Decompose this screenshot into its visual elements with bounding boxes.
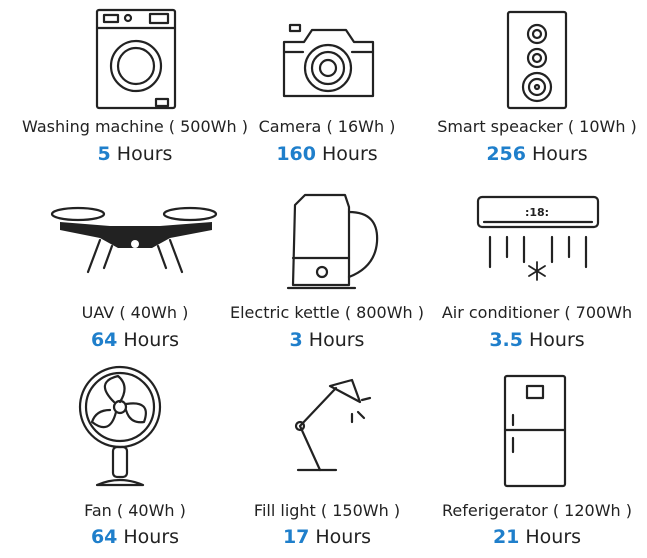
ac-display: :18: <box>525 206 549 219</box>
item-hours: 64 Hours <box>91 329 179 351</box>
hours-unit: Hours <box>532 143 588 165</box>
hours-value: 5 <box>98 143 111 165</box>
hours-value: 256 <box>486 143 526 165</box>
item-label: Fan ( 40Wh ) <box>84 501 186 520</box>
item-hours: 5 Hours <box>98 143 173 165</box>
hours-value: 160 <box>276 143 316 165</box>
uav-icon <box>52 208 216 272</box>
item-label: Smart speacker ( 10Wh ) <box>437 117 637 136</box>
hours-value: 3 <box>290 329 303 351</box>
item-hours: 64 Hours <box>91 526 179 548</box>
kettle-icon <box>288 195 377 288</box>
hours-value: 64 <box>91 329 117 351</box>
fridge-icon <box>505 376 565 486</box>
hours-value: 3.5 <box>489 329 523 351</box>
camera-icon <box>284 25 373 96</box>
item-label: UAV ( 40Wh ) <box>82 303 189 322</box>
lamp-icon <box>296 380 370 470</box>
item-label: Camera ( 16Wh ) <box>259 117 396 136</box>
hours-unit: Hours <box>123 329 179 351</box>
infographic: :18: Washing machine ( 500Wh ) 5 Hours Came… <box>0 0 647 558</box>
hours-unit: Hours <box>309 329 365 351</box>
item-hours: 160 Hours <box>276 143 377 165</box>
fan-icon <box>80 367 160 485</box>
item-label: Air conditioner ( 700Wh <box>442 303 632 322</box>
item-hours: 21 Hours <box>493 526 581 548</box>
item-hours: 3.5 Hours <box>489 329 584 351</box>
item-hours: 3 Hours <box>290 329 365 351</box>
item-hours: 17 Hours <box>283 526 371 548</box>
hours-value: 17 <box>283 526 309 548</box>
hours-unit: Hours <box>322 143 378 165</box>
hours-unit: Hours <box>315 526 371 548</box>
speaker-icon <box>508 12 566 108</box>
hours-unit: Hours <box>529 329 585 351</box>
item-hours: 256 Hours <box>486 143 587 165</box>
item-label: Fill light ( 150Wh ) <box>254 501 400 520</box>
hours-unit: Hours <box>117 143 173 165</box>
item-label: Electric kettle ( 800Wh ) <box>230 303 424 322</box>
hours-value: 21 <box>493 526 519 548</box>
hours-value: 64 <box>91 526 117 548</box>
hours-unit: Hours <box>525 526 581 548</box>
item-label: Referigerator ( 120Wh ) <box>442 501 632 520</box>
washing-machine-icon <box>97 10 175 108</box>
item-label: Washing machine ( 500Wh ) <box>22 117 248 136</box>
hours-unit: Hours <box>123 526 179 548</box>
